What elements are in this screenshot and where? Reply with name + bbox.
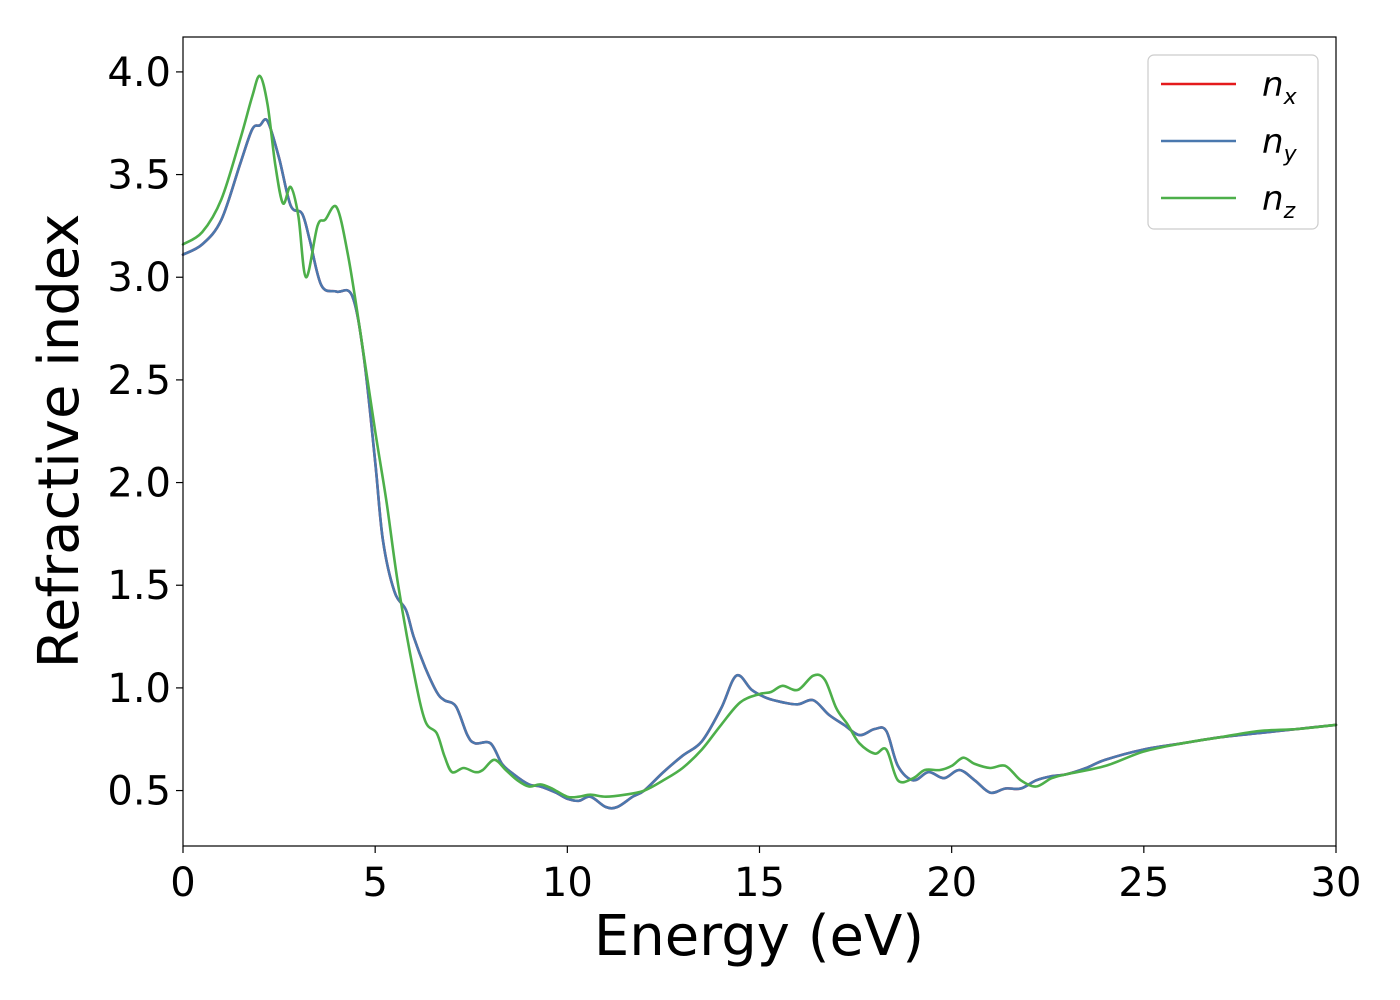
y-tick-label: 2.5 bbox=[107, 358, 171, 404]
y-tick-label: 2.0 bbox=[107, 461, 171, 507]
y-tick-label: 1.0 bbox=[107, 666, 171, 712]
x-tick-label: 30 bbox=[1311, 860, 1362, 906]
x-tick-label: 5 bbox=[362, 860, 387, 906]
x-axis-label: Energy (eV) bbox=[594, 904, 924, 969]
y-tick-label: 0.5 bbox=[107, 769, 171, 815]
x-tick-label: 10 bbox=[542, 860, 593, 906]
y-axis-ticks: 0.5 1.0 1.5 2.0 2.5 3.0 3.5 4.0 bbox=[107, 50, 183, 815]
y-tick-label: 3.5 bbox=[107, 153, 171, 199]
y-tick-label: 3.0 bbox=[107, 255, 171, 301]
x-tick-label: 0 bbox=[170, 860, 195, 906]
plot-area bbox=[183, 37, 1336, 846]
series-layer bbox=[181, 74, 1338, 810]
x-tick-label: 15 bbox=[734, 860, 785, 906]
x-axis-ticks: 0 5 10 15 20 25 30 bbox=[170, 846, 1361, 906]
y-tick-label: 4.0 bbox=[107, 50, 171, 96]
series-line-ny bbox=[181, 118, 1338, 810]
legend-label-nz: nz bbox=[1262, 179, 1296, 224]
series-line-nz bbox=[181, 74, 1338, 799]
y-tick-label: 1.5 bbox=[107, 563, 171, 609]
y-axis-label: Refractive index bbox=[27, 214, 92, 669]
x-tick-label: 25 bbox=[1118, 860, 1169, 906]
x-tick-label: 20 bbox=[926, 860, 977, 906]
